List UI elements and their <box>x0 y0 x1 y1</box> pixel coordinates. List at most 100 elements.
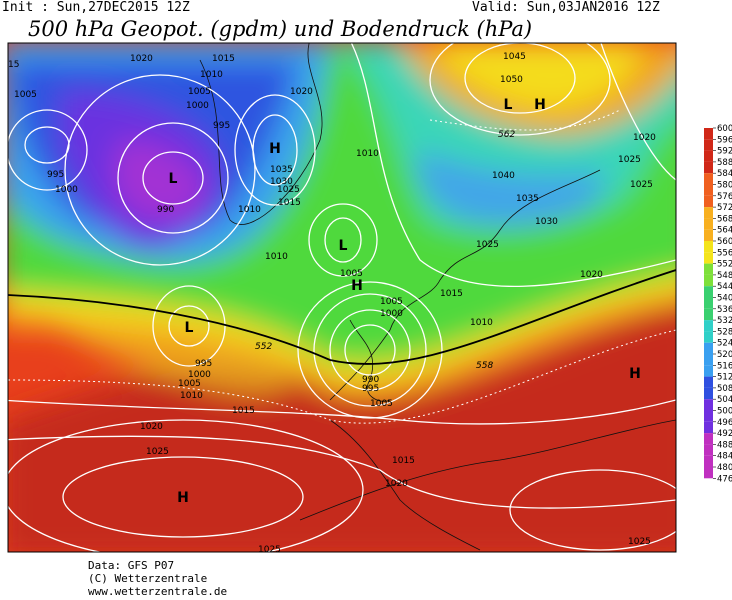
colorbar-label: 476 <box>717 474 732 484</box>
footer-copyright: (C) Wetterzentrale <box>88 572 208 585</box>
isobar-label: 1025 <box>258 545 281 555</box>
isobar-label: 995 <box>362 384 379 394</box>
isobar-label: 1015 <box>232 406 255 416</box>
colorbar-label: 568 <box>717 214 732 224</box>
colorbar-swatch <box>704 433 713 445</box>
coastlines <box>199 43 676 551</box>
colorbar-swatch <box>704 320 713 332</box>
colorbar-swatch <box>704 274 713 287</box>
isobar-label: 1005 <box>188 87 211 97</box>
colorbar-label: 544 <box>717 282 732 292</box>
colorbar-swatch <box>704 229 713 241</box>
colorbar-label: 580 <box>717 181 732 191</box>
colorbar-swatch <box>704 342 713 354</box>
isobar-label: 1025 <box>277 185 300 195</box>
field: 1020 101510101005100099599099510001005151… <box>8 43 676 555</box>
colorbar-label: 540 <box>717 294 732 304</box>
pressure-center: L <box>169 171 178 187</box>
colorbar-label: 516 <box>717 361 732 371</box>
colorbar-swatch <box>704 218 713 230</box>
isobar-label: 1035 <box>516 194 539 204</box>
pressure-center: H <box>351 278 363 294</box>
colorbar-label: 576 <box>717 192 732 202</box>
colorbar-label: 560 <box>717 237 732 247</box>
colorbar-swatch <box>704 331 713 343</box>
colorbar-label: 496 <box>717 418 732 428</box>
colorbar-swatch <box>704 195 713 208</box>
colorbar-swatch <box>704 263 713 275</box>
isobar-label: 1010 <box>356 149 379 159</box>
colorbar-swatch <box>704 444 713 456</box>
isobar-label: 1035 <box>270 165 293 175</box>
isobar-label: 1025 <box>630 180 653 190</box>
isobar-label: 1030 <box>535 217 558 227</box>
colorbar-label: 596 <box>717 135 732 145</box>
isobar-label: 1015 <box>392 456 415 466</box>
isobar-label: 1045 <box>503 52 526 62</box>
pressure-center: H <box>629 366 641 382</box>
colorbar-swatch <box>704 297 713 309</box>
colorbar-label: 500 <box>717 407 732 417</box>
colorbar-swatch <box>704 467 713 479</box>
colorbar-swatch <box>704 399 713 411</box>
isobar-label: 1025 <box>628 537 651 547</box>
isobar-label: 1015 <box>212 54 235 64</box>
valid-time: Valid: Sun,03JAN2016 12Z <box>472 0 660 15</box>
isobar-label: 1010 <box>265 252 288 262</box>
pressure-center: L <box>504 97 513 113</box>
colorbar-label: 508 <box>717 384 732 394</box>
isobar-label: 990 <box>362 375 379 385</box>
isobar-label: 1015 <box>278 198 301 208</box>
isobar-label: 1025 <box>618 155 641 165</box>
pressure-center: H <box>269 141 281 157</box>
colorbar-swatch <box>704 173 713 185</box>
map-title: 500 hPa Geopot. (gpdm) und Bodendruck (h… <box>28 17 533 41</box>
isobar-label: 1005 <box>370 399 393 409</box>
isobar-label: 1015 <box>440 289 463 299</box>
colorbar-label: 520 <box>717 350 732 360</box>
colorbar-swatch <box>704 128 713 140</box>
contour-label: 558 <box>476 361 493 371</box>
isobar-label: 1005 <box>340 269 363 279</box>
isobar-label: 1050 <box>500 75 523 85</box>
colorbar-label: 488 <box>717 440 732 450</box>
isobar-label: 1000 <box>380 309 403 319</box>
isobar-label: 1020 <box>290 87 313 97</box>
isobar-label: 1020 <box>385 479 408 489</box>
colorbar-label: 548 <box>717 271 732 281</box>
pressure-center: H <box>534 97 546 113</box>
colorbar-swatch <box>704 139 713 151</box>
init-time: Init : Sun,27DEC2015 12Z <box>2 0 190 15</box>
isobar-label: 1020 <box>130 54 153 64</box>
isobar-label: 1025 <box>476 240 499 250</box>
colorbar-label: 532 <box>717 316 732 326</box>
isobar-label: 1000 <box>55 185 78 195</box>
colorbar-label: 592 <box>717 147 732 157</box>
colorbar-swatch <box>704 252 713 264</box>
colorbar-swatch <box>704 184 713 196</box>
colorbar-label: 484 <box>717 452 732 462</box>
isobars <box>8 43 676 552</box>
colorbar-swatch <box>704 308 713 321</box>
contours <box>8 109 676 424</box>
colorbar-swatch <box>704 387 713 400</box>
isobar-label: 1010 <box>200 70 223 80</box>
isobar-label: 1010 <box>470 318 493 328</box>
isobar-label: 1010 <box>238 205 261 215</box>
isobar-label: 1020 <box>580 270 603 280</box>
colorbar-swatch <box>704 410 713 422</box>
colorbar-label: 492 <box>717 429 732 439</box>
colorbar-swatch <box>704 365 713 377</box>
isobar-label: 1005 <box>380 297 403 307</box>
isobar-label: 1020 <box>140 422 163 432</box>
colorbar-swatch <box>704 207 713 219</box>
colorbar-label: 512 <box>717 373 732 383</box>
colorbar-swatch <box>704 376 713 388</box>
colorbar-swatch <box>704 241 713 253</box>
isobar-label: 1040 <box>492 171 515 181</box>
colorbar-swatch <box>704 421 713 434</box>
pressure-center: L <box>339 238 348 254</box>
colorbar-label: 564 <box>717 226 732 236</box>
colorbar-label: 588 <box>717 158 732 168</box>
